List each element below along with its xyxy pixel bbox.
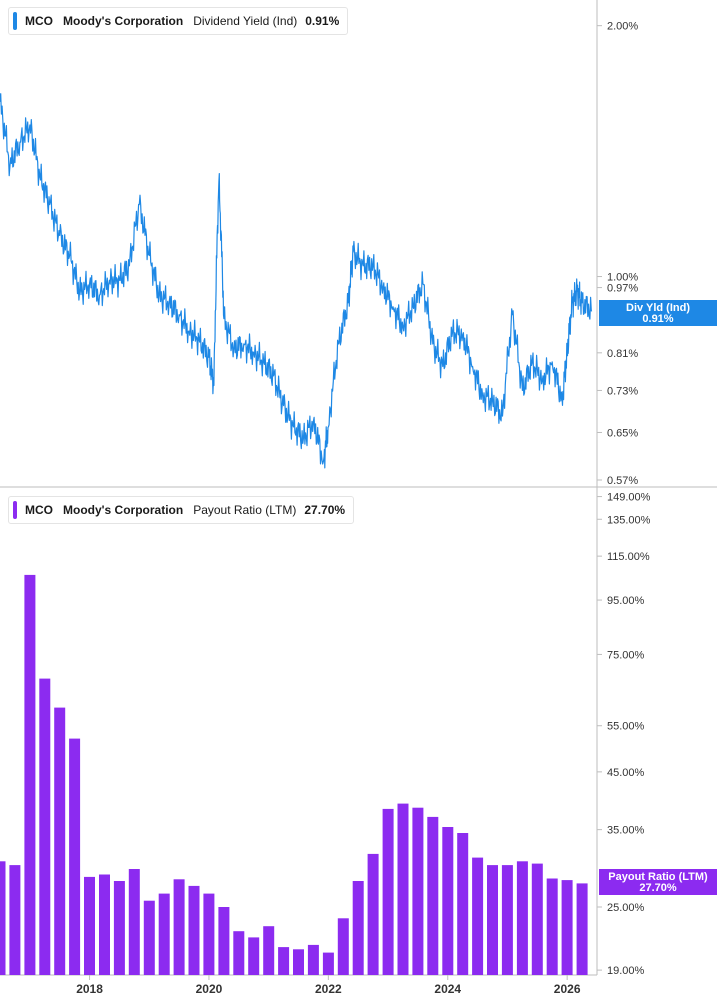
dividend-yield-swatch <box>13 12 17 30</box>
payout-ratio-bar <box>218 907 230 975</box>
payout-ratio-bar <box>84 876 95 975</box>
dividend-yield-tick-label: 0.73% <box>607 385 638 397</box>
payout-ratio-bar <box>54 707 66 975</box>
payout-ratio-bar <box>248 937 260 975</box>
x-axis-tick-label: 2020 <box>196 982 223 996</box>
bottom-legend-metric: Payout Ratio (LTM) <box>193 503 297 517</box>
dividend-yield-tick-label: 0.57% <box>607 475 638 487</box>
payout-ratio-bar <box>158 893 170 975</box>
payout-ratio-tick-label: 75.00% <box>607 649 645 661</box>
payout-ratio-bar <box>188 885 200 975</box>
payout-ratio-y-axis: 149.00% 135.00% 115.00% 95.00% 75.00% 55.00% 4… <box>597 492 651 977</box>
payout-ratio-bar <box>24 574 36 975</box>
dividend-yield-tick-label: 1.00% <box>607 272 638 284</box>
payout-ratio-bar <box>397 803 409 975</box>
payout-ratio-tick-label: 149.00% <box>607 492 651 504</box>
payout-ratio-tick-label: 55.00% <box>607 721 645 733</box>
payout-ratio-tick-label: 135.00% <box>607 514 651 526</box>
top-legend-ticker: MCO <box>25 14 53 28</box>
payout-ratio-badge-value: 27.70% <box>639 882 677 894</box>
payout-ratio-bar <box>501 865 513 975</box>
payout-ratio-bar <box>203 893 215 975</box>
payout-ratio-bar <box>263 926 275 975</box>
x-axis-ticks: 2018 2020 2022 2024 2026 <box>76 975 581 996</box>
payout-ratio-tick-label: 19.00% <box>607 965 645 977</box>
dividend-yield-line <box>0 93 593 469</box>
payout-ratio-bar <box>442 827 454 975</box>
dividend-yield-badge-box <box>599 300 717 326</box>
x-axis-tick-label: 2026 <box>554 982 581 996</box>
payout-ratio-bar <box>0 861 6 975</box>
payout-ratio-bar <box>412 807 424 975</box>
payout-ratio-tick-label: 25.00% <box>607 902 645 914</box>
payout-ratio-bar <box>352 881 364 975</box>
x-axis-tick-label: 2018 <box>76 982 103 996</box>
bottom-legend-value: 27.70% <box>304 503 346 517</box>
payout-ratio-bar <box>293 949 304 975</box>
payout-ratio-bar <box>173 879 185 975</box>
payout-ratio-bar <box>143 900 155 975</box>
payout-ratio-bar <box>39 678 51 975</box>
payout-ratio-tick-label: 35.00% <box>607 825 645 837</box>
payout-ratio-tick-label: 115.00% <box>607 551 650 563</box>
payout-ratio-bars <box>0 574 588 975</box>
payout-ratio-bar <box>337 918 349 975</box>
payout-ratio-bar <box>427 816 439 975</box>
top-legend-company: Moody's Corporation <box>63 14 184 28</box>
x-axis-tick-label: 2022 <box>315 982 342 996</box>
payout-ratio-bar <box>531 863 543 975</box>
bottom-legend-company: Moody's Corporation <box>63 503 184 517</box>
payout-ratio-bar <box>561 880 573 975</box>
payout-ratio-bar <box>9 865 21 975</box>
payout-ratio-bar <box>576 883 588 975</box>
payout-ratio-bar <box>233 931 245 975</box>
bottom-legend-ticker: MCO <box>25 503 53 517</box>
dividend-yield-plot <box>0 93 593 469</box>
payout-ratio-value-badge: Payout Ratio (LTM) 27.70% <box>599 869 717 895</box>
payout-ratio-bar <box>128 869 140 975</box>
top-legend-metric: Dividend Yield (Ind) <box>193 14 298 28</box>
payout-ratio-bar <box>457 833 469 975</box>
payout-ratio-tick-label: 45.00% <box>607 767 645 779</box>
payout-ratio-bar <box>113 881 125 975</box>
payout-ratio-bar <box>322 952 334 975</box>
payout-ratio-badge-box <box>599 869 717 895</box>
payout-ratio-badge-title: Payout Ratio (LTM) <box>608 871 708 883</box>
payout-ratio-tick-label: 95.00% <box>607 595 645 607</box>
dividend-yield-tick-label: 2.00% <box>607 21 638 33</box>
payout-ratio-bar <box>546 878 558 975</box>
payout-ratio-swatch <box>13 501 17 519</box>
x-axis-tick-label: 2024 <box>434 982 461 996</box>
dividend-yield-value-badge: Div Yld (Ind) 0.91% <box>599 300 717 326</box>
dividend-yield-tick-label: 0.65% <box>607 427 638 439</box>
top-legend-value: 0.91% <box>305 14 340 28</box>
payout-ratio-bar <box>382 808 394 975</box>
dividend-yield-badge-title: Div Yld (Ind) <box>626 302 690 314</box>
payout-ratio-bar <box>69 738 81 975</box>
payout-ratio-bar <box>307 944 319 975</box>
dividend-yield-tick-label: 0.81% <box>607 348 638 360</box>
payout-ratio-bar <box>516 861 528 975</box>
payout-ratio-bar <box>367 853 379 975</box>
payout-ratio-bar <box>99 874 110 975</box>
dividend-yield-tick-label: 0.97% <box>607 283 638 295</box>
payout-ratio-bar <box>278 947 290 975</box>
payout-ratio-bar <box>472 857 484 975</box>
bottom-legend: MCO Moody's Corporation Payout Ratio (LT… <box>8 496 355 524</box>
payout-ratio-bar <box>487 865 498 975</box>
dividend-yield-badge-value: 0.91% <box>642 313 673 325</box>
dividend-yield-y-axis: 2.00% 1.00%0.97% 0.81% 0.73% 0.65% 0.57% <box>597 21 638 487</box>
top-legend: MCO Moody's Corporation Dividend Yield (… <box>8 7 349 35</box>
